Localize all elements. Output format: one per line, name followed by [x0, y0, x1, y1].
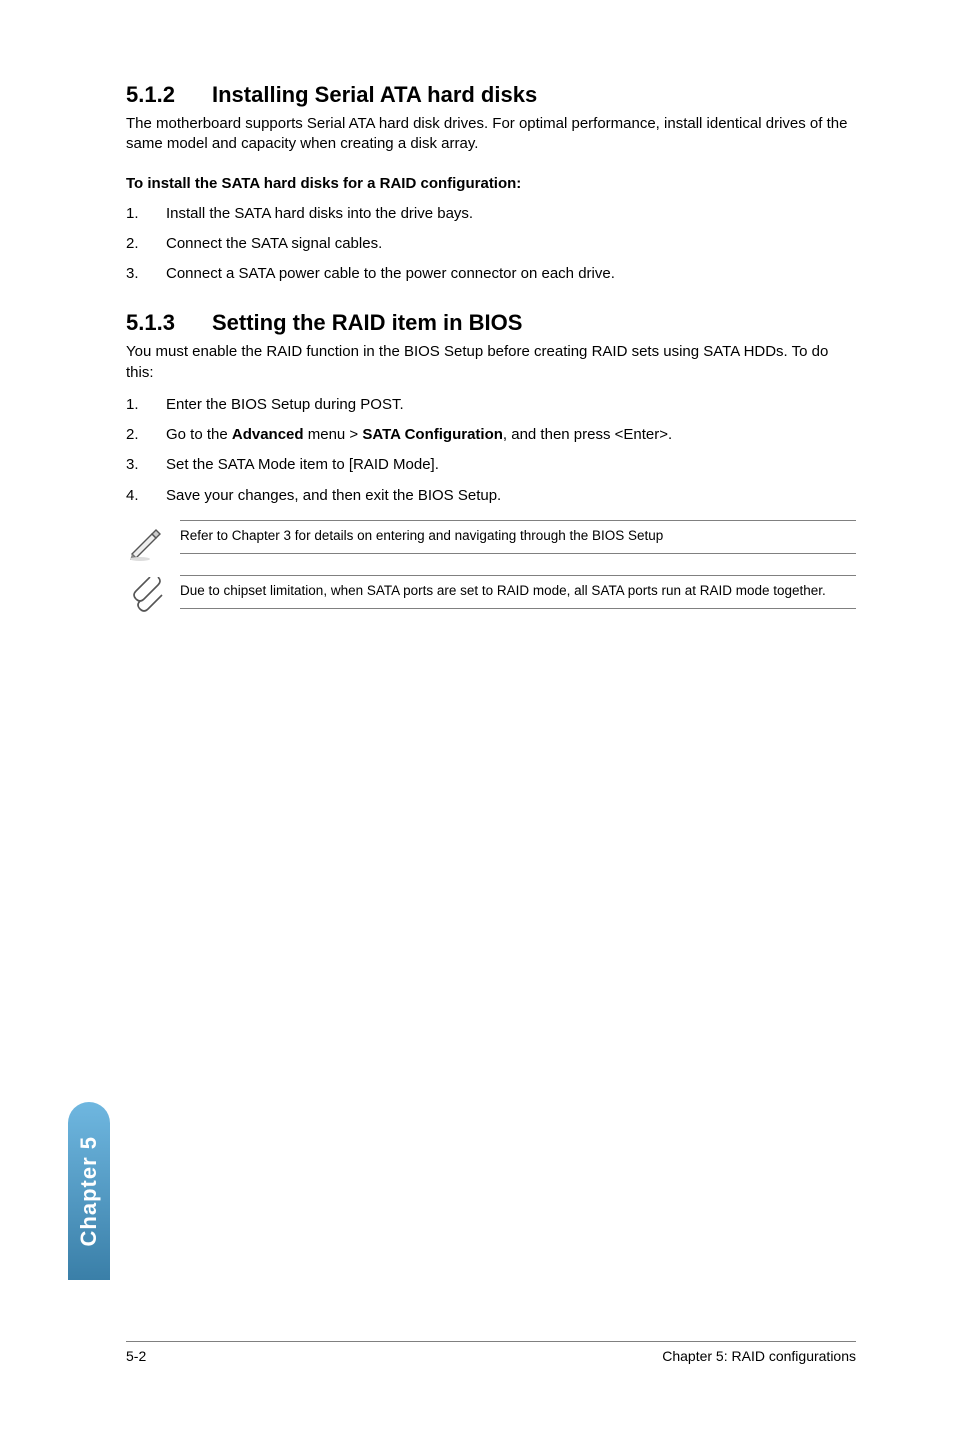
- section-512-number: 5.1.2: [126, 82, 212, 108]
- section-513-heading: 5.1.3Setting the RAID item in BIOS: [126, 310, 856, 336]
- step-text: Connect the SATA signal cables.: [166, 235, 382, 252]
- step-number: 1.: [126, 204, 139, 224]
- step-text: Install the SATA hard disks into the dri…: [166, 205, 473, 222]
- step2-bold-advanced: Advanced: [232, 426, 304, 443]
- section-512-title: Installing Serial ATA hard disks: [212, 82, 537, 107]
- step-number: 2.: [126, 234, 139, 254]
- section-512-subheading: To install the SATA hard disks for a RAI…: [126, 175, 856, 192]
- list-item: 4. Save your changes, and then exit the B…: [126, 486, 856, 506]
- section-513-title: Setting the RAID item in BIOS: [212, 310, 522, 335]
- note-text: Refer to Chapter 3 for details on enteri…: [180, 521, 856, 553]
- chapter-tab: Chapter 5: [68, 1102, 110, 1280]
- section-513-steps: 1. Enter the BIOS Setup during POST. 2. G…: [126, 395, 856, 506]
- step-text: Save your changes, and then exit the BIO…: [166, 487, 501, 504]
- step-number: 4.: [126, 486, 139, 506]
- note-paperclip: Due to chipset limitation, when SATA por…: [126, 575, 856, 622]
- step-number: 3.: [126, 264, 139, 284]
- note-body: Due to chipset limitation, when SATA por…: [180, 575, 856, 609]
- step2-mid: menu >: [304, 426, 363, 443]
- list-item: 1. Install the SATA hard disks into the d…: [126, 204, 856, 224]
- note-body: Refer to Chapter 3 for details on enteri…: [180, 520, 856, 554]
- step2-prefix: Go to the: [166, 426, 232, 443]
- note-rule-bottom: [180, 553, 856, 554]
- section-513-intro: You must enable the RAID function in the…: [126, 342, 856, 383]
- step-text: Go to the Advanced menu > SATA Configura…: [166, 426, 672, 443]
- section-512-steps: 1. Install the SATA hard disks into the d…: [126, 204, 856, 285]
- footer-rule: [126, 1341, 856, 1342]
- chapter-tab-label: Chapter 5: [76, 1136, 102, 1246]
- list-item: 1. Enter the BIOS Setup during POST.: [126, 395, 856, 415]
- section-513-number: 5.1.3: [126, 310, 212, 336]
- page: 5.1.2Installing Serial ATA hard disks Th…: [0, 0, 954, 1438]
- pencil-icon: [126, 520, 166, 567]
- step-number: 2.: [126, 425, 139, 445]
- list-item: 3. Connect a SATA power cable to the powe…: [126, 264, 856, 284]
- step-text: Set the SATA Mode item to [RAID Mode].: [166, 456, 439, 473]
- note-pencil: Refer to Chapter 3 for details on enteri…: [126, 520, 856, 567]
- list-item: 3. Set the SATA Mode item to [RAID Mode].: [126, 455, 856, 475]
- step2-bold-sata: SATA Configuration: [362, 426, 503, 443]
- section-512-intro: The motherboard supports Serial ATA hard…: [126, 114, 856, 155]
- list-item: 2. Connect the SATA signal cables.: [126, 234, 856, 254]
- footer-chapter-title: Chapter 5: RAID configurations: [662, 1348, 856, 1364]
- step-text: Enter the BIOS Setup during POST.: [166, 396, 404, 413]
- note-rule-bottom: [180, 608, 856, 609]
- note-text: Due to chipset limitation, when SATA por…: [180, 576, 856, 608]
- step2-suffix: , and then press <Enter>.: [503, 426, 672, 443]
- paperclip-icon: [126, 575, 166, 622]
- step-number: 1.: [126, 395, 139, 415]
- list-item: 2. Go to the Advanced menu > SATA Config…: [126, 425, 856, 445]
- step-number: 3.: [126, 455, 139, 475]
- footer-page-number: 5-2: [126, 1348, 146, 1364]
- step-text: Connect a SATA power cable to the power …: [166, 265, 615, 282]
- page-footer: 5-2 Chapter 5: RAID configurations: [0, 1341, 954, 1364]
- section-512-heading: 5.1.2Installing Serial ATA hard disks: [126, 82, 856, 108]
